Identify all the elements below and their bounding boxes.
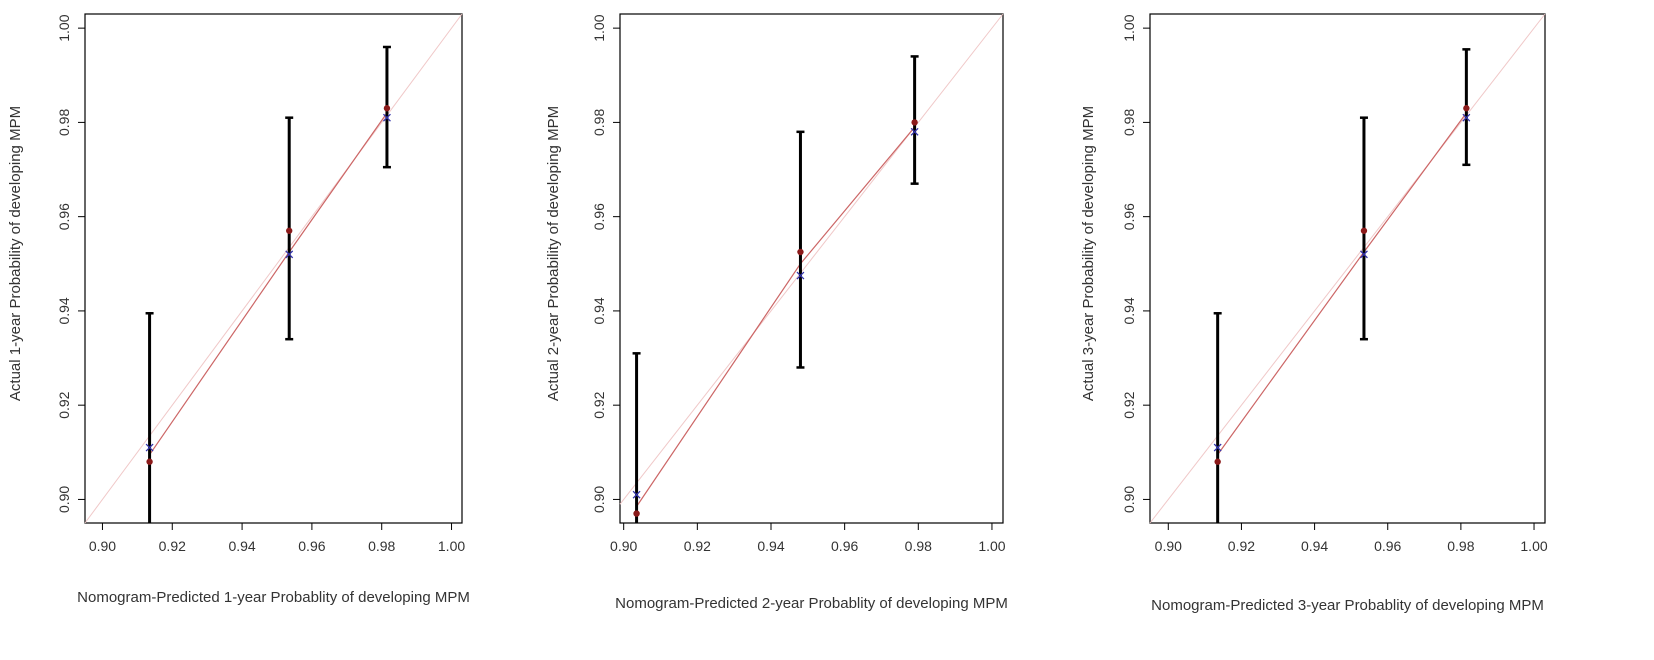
marker-stroke: [285, 250, 294, 259]
x-tick-label: 0.92: [159, 538, 186, 554]
y-tick-label: 0.94: [591, 297, 607, 324]
chart-panel-2: 0.90 0.92 0.94 0.96 0.98 1.00 0.90 0.92 0.94 0.96…: [545, 13, 1008, 612]
y-tick-label: 1.00: [591, 14, 607, 41]
x-tick-label: 0.96: [1374, 538, 1401, 554]
corrected-estimate-marker: [796, 271, 805, 280]
marker-stroke: [382, 113, 391, 122]
y-tick-label: 0.90: [1121, 486, 1137, 513]
y-tick-label: 0.90: [591, 486, 607, 513]
x-tick-label: 0.94: [757, 538, 784, 554]
y-axis-label: Actual 2-year Probability of developing …: [545, 106, 562, 401]
x-axis-label: Nomogram-Predicted 1-year Probablity of …: [77, 589, 470, 606]
x-tick-label: 0.94: [1301, 538, 1328, 554]
observed-point: [286, 227, 293, 234]
marker-stroke: [145, 443, 154, 452]
marker-stroke: [1462, 113, 1471, 122]
x-tick-label: 0.98: [368, 538, 395, 554]
x-tick-label: 0.98: [905, 538, 932, 554]
corrected-estimate-marker: [1359, 250, 1368, 259]
x-tick-label: 0.94: [228, 538, 255, 554]
observed-point: [146, 458, 153, 465]
y-tick-label: 1.00: [1121, 14, 1137, 41]
corrected-estimate-marker: [910, 127, 919, 136]
calibration-line: [1217, 112, 1467, 456]
x-tick-label: 0.96: [298, 538, 325, 554]
reference-diagonal-line: [619, 13, 1004, 505]
observed-point: [633, 510, 640, 517]
y-tick-label: 0.92: [56, 391, 72, 418]
observed-point: [1214, 458, 1221, 465]
y-tick-label: 0.96: [591, 203, 607, 230]
x-tick-label: 0.92: [684, 538, 711, 554]
plot-frame: [1149, 13, 1546, 524]
marker-stroke: [1213, 443, 1222, 452]
observed-point: [1463, 105, 1470, 112]
y-tick-label: 0.98: [1121, 109, 1137, 136]
reference-diagonal-line: [1149, 13, 1546, 524]
x-tick-label: 1.00: [438, 538, 465, 554]
x-axis-label: Nomogram-Predicted 3-year Probablity of …: [1151, 597, 1544, 614]
marker-stroke: [1359, 250, 1368, 259]
y-tick-label: 0.94: [1121, 297, 1137, 324]
x-tick-label: 0.92: [1228, 538, 1255, 554]
observed-point: [383, 105, 391, 112]
y-tick-label: 1.00: [56, 14, 72, 41]
marker-stroke: [632, 490, 641, 499]
marker-stroke: [796, 271, 805, 280]
y-tick-label: 0.92: [591, 391, 607, 418]
y-tick-label: 0.96: [56, 203, 72, 230]
y-tick-label: 0.96: [1121, 203, 1137, 230]
x-axis-label: Nomogram-Predicted 2-year Probablity of …: [615, 595, 1008, 612]
calibration-line: [636, 126, 916, 507]
marker-stroke: [910, 127, 919, 136]
x-tick-label: 0.98: [1447, 538, 1474, 554]
corrected-estimate-marker: [1213, 443, 1222, 452]
corrected-estimate-marker: [145, 443, 154, 452]
chart-panel-1: 0.90 0.92 0.94 0.96 0.98 1.00 0.90 0.92 0.94 0.96…: [7, 13, 470, 606]
corrected-estimate-marker: [1462, 113, 1471, 122]
observed-point: [911, 119, 918, 126]
observed-point: [1360, 227, 1368, 234]
x-tick-label: 0.90: [89, 538, 116, 554]
y-axis-label: Actual 1-year Probability of developing …: [7, 106, 24, 401]
observed-point: [797, 248, 804, 256]
calibration-line: [149, 112, 388, 456]
y-tick-label: 0.98: [56, 109, 72, 136]
y-tick-label: 0.94: [56, 297, 72, 324]
corrected-estimate-marker: [285, 250, 294, 259]
x-tick-label: 1.00: [1520, 538, 1547, 554]
corrected-estimate-marker: [632, 490, 641, 499]
chart-panel-3: 0.90 0.92 0.94 0.96 0.98 1.00 0.90 0.92 0.94 0.96…: [1080, 13, 1548, 614]
x-tick-label: 0.96: [831, 538, 858, 554]
y-tick-label: 0.90: [56, 486, 72, 513]
x-tick-label: 0.90: [1155, 538, 1182, 554]
reference-diagonal-line: [84, 13, 463, 524]
x-tick-label: 1.00: [978, 538, 1005, 554]
corrected-estimate-marker: [382, 113, 391, 122]
plot-frame: [84, 13, 463, 524]
plot-frame: [619, 13, 1004, 524]
y-tick-label: 0.98: [591, 109, 607, 136]
y-tick-label: 0.92: [1121, 391, 1137, 418]
y-axis-label: Actual 3-year Probability of developing …: [1080, 106, 1097, 401]
x-tick-label: 0.90: [610, 538, 637, 554]
